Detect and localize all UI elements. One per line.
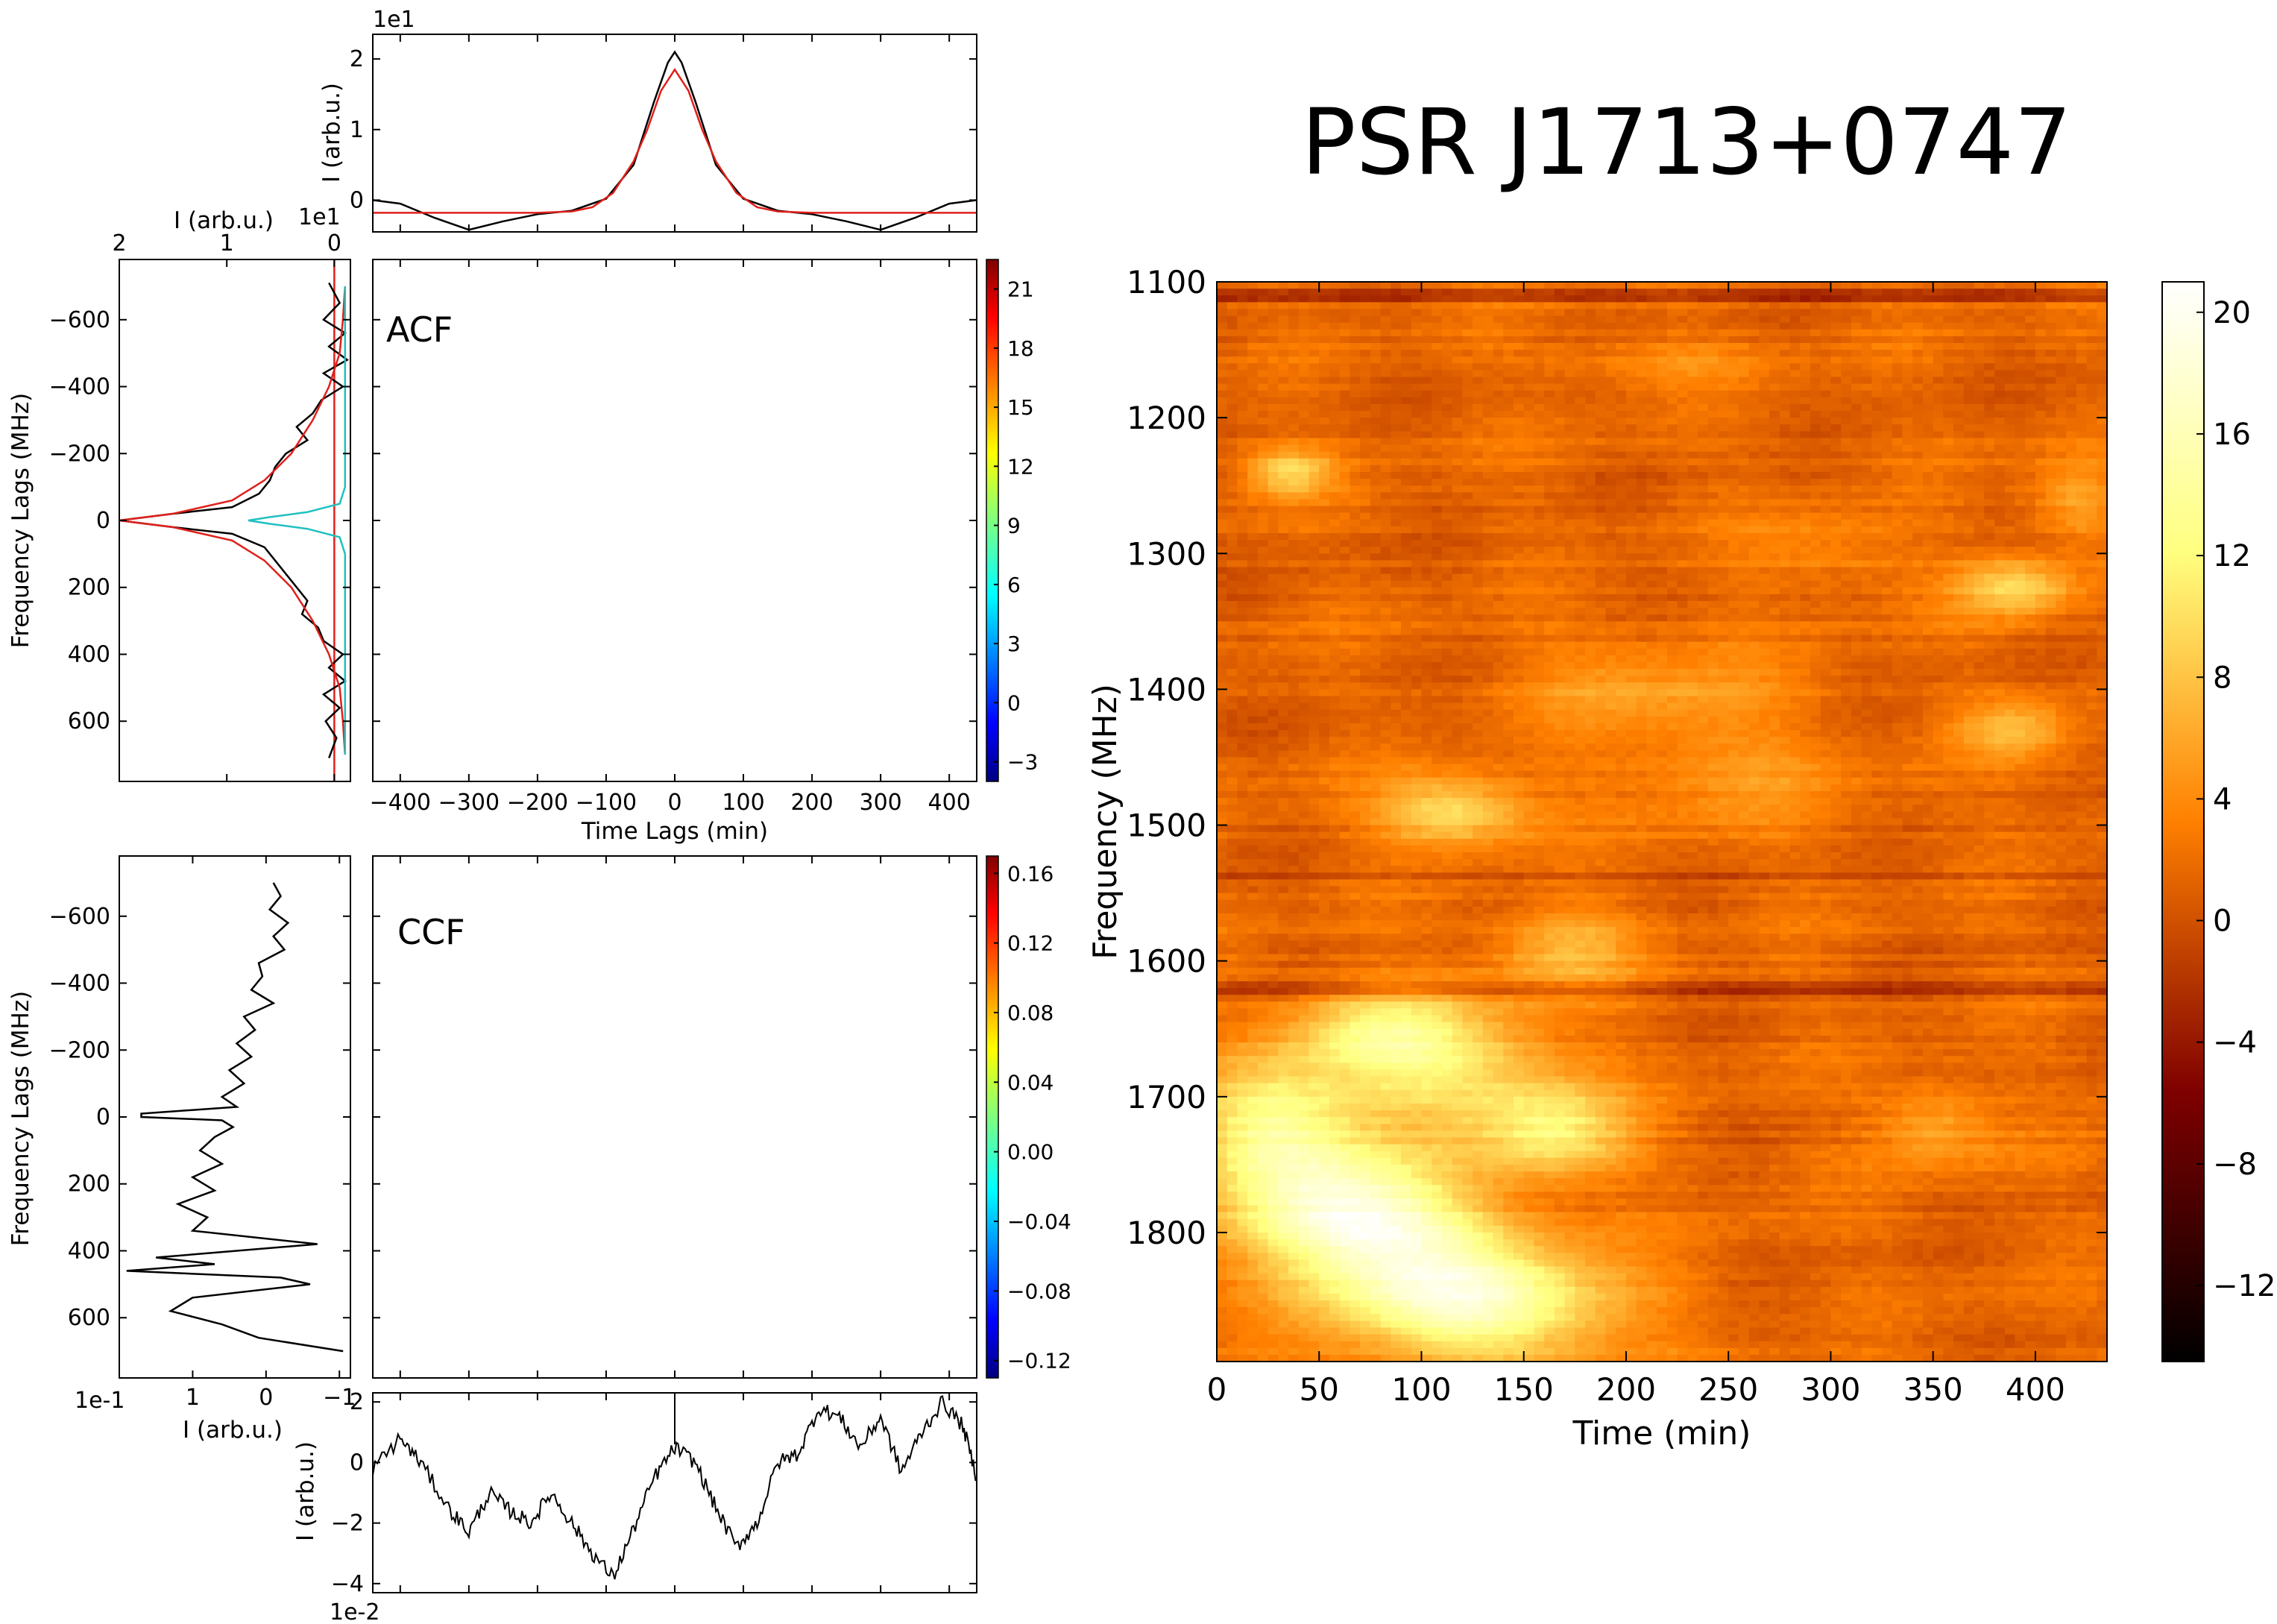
acf-time-profile-panel: 0 1 2 1e1 I (arb.u.) [318, 7, 977, 233]
ccf-frequency-profile-ticks: −600 −400 −200 0 200 400 600 1 0 −1 [49, 856, 356, 1411]
ccf-frequency-profile-line [126, 882, 344, 1353]
ccf-freq-xtick-label: 0 [259, 1385, 273, 1411]
acf-map-xtick-label: 300 [860, 790, 902, 816]
acf-map-xtick-label: −400 [370, 790, 431, 816]
ccf-map-panel: CCF 0.160.120.080.040.00−0.04−0.08−0.12 [372, 855, 1071, 1379]
acf-time-ytick-label: 2 [350, 46, 364, 72]
acf-frequency-profile-panel: −600 −400 −200 0 200 400 600 2 1 0 I (arb.u.) 1e1… [7, 204, 351, 782]
acf-time-ytick-label: 1 [350, 117, 364, 143]
acf-time-series-0 [372, 50, 977, 231]
acf-freq-series-2 [248, 286, 347, 755]
acf-freq-series-1 [119, 286, 347, 755]
acf-colorbar [986, 259, 999, 782]
acf-time-scale-label: 1e1 [373, 7, 415, 33]
acf-map-xtick-label: −100 [576, 790, 637, 816]
acf-freq-ytick-label: 600 [68, 708, 110, 734]
acf-map-xtick-label: −300 [438, 790, 500, 816]
ccf-freq-ytick-label: −200 [49, 1037, 110, 1063]
ccf-freq-ytick-label: −400 [49, 971, 110, 997]
acf-map-ticks: −400 −300 −200 −100 0 100 200 300 400 [370, 259, 977, 816]
acf-frequency-profile-frame [119, 259, 351, 782]
ccf-freq-xtick-label: −1 [323, 1385, 356, 1411]
acf-time-ylabel: I (arb.u.) [318, 83, 345, 183]
ccf-freq-ytick-label: 200 [68, 1171, 110, 1197]
acf-map-xtick-label: 0 [667, 790, 681, 816]
acf-freq-ytick-label: 200 [68, 575, 110, 601]
ccf-freq-ytick-label: 600 [68, 1305, 110, 1331]
acf-map-xtick-label: 100 [722, 790, 764, 816]
acf-freq-xlabel: I (arb.u.) [174, 207, 274, 234]
acf-map-panel: −400 −300 −200 −100 0 100 200 300 400 ACF Time L… [370, 259, 1038, 845]
acf-colorbar-tick-label: 15 [1007, 395, 1034, 420]
acf-colorbar-tick-label: −3 [1007, 750, 1038, 775]
acf-freq-ytick-label: 400 [68, 641, 110, 667]
acf-map-xtick-label: −200 [507, 790, 568, 816]
acf-time-ytick-label: 0 [350, 187, 364, 213]
acf-colorbar-ticks: 21 18 15 12 9 6 3 0 −3 [994, 277, 1038, 775]
acf-freq-scale-label: 1e1 [298, 204, 341, 230]
acf-freq-series-0 [119, 282, 349, 759]
acf-freq-ytick-label: 0 [96, 508, 110, 534]
acf-colorbar-tick-label: 0 [1007, 690, 1021, 715]
acf-freq-ylabel: Frequency Lags (MHz) [7, 393, 34, 648]
acf-freq-ytick-label: −200 [49, 441, 110, 467]
acf-map-xtick-label: 200 [790, 790, 833, 816]
acf-freq-ytick-label: −400 [49, 374, 110, 400]
acf-colorbar-tick-label: 6 [1007, 573, 1021, 597]
ccf-freq-scale-label: 1e-1 [75, 1388, 125, 1414]
ccf-freq-ytick-label: −600 [49, 904, 110, 930]
ccf-freq-ylabel: Frequency Lags (MHz) [7, 991, 34, 1246]
ccf-freq-xlabel: I (arb.u.) [183, 1417, 283, 1444]
acf-time-profile-ticks: 0 1 2 [350, 34, 977, 232]
acf-colorbar-tick-label: 3 [1007, 632, 1021, 656]
figure-title: PSR J1713+0747 [1301, 89, 2072, 195]
acf-frequency-profile-ticks: −600 −400 −200 0 200 400 600 2 1 0 [49, 230, 350, 781]
acf-map-xlabel: Time Lags (min) [581, 818, 768, 845]
acf-time-profile-lines [372, 50, 977, 231]
acf-colorbar-tick-label: 21 [1007, 277, 1034, 302]
acf-freq-xtick-label: 0 [327, 230, 341, 256]
acf-time-series-1 [373, 68, 977, 214]
ccf-freq-ytick-label: 0 [96, 1104, 110, 1130]
acf-map-frame [372, 259, 977, 782]
acf-annotation: ACF [386, 309, 453, 350]
acf-freq-xtick-label: 1 [220, 230, 234, 256]
acf-colorbar-tick-label: 18 [1007, 336, 1034, 361]
acf-colorbar-tick-label: 12 [1007, 454, 1034, 479]
ccf-freq-ytick-label: 400 [68, 1238, 110, 1264]
acf-frequency-profile-lines [119, 259, 349, 781]
ccf-frequency-profile-panel: −600 −400 −200 0 200 400 600 1 0 −1 1e-1 I (arb.u… [7, 855, 356, 1444]
acf-time-profile-frame [372, 34, 977, 233]
acf-map-xtick-label: 400 [928, 790, 971, 816]
ccf-freq-series [126, 882, 344, 1353]
ccf-freq-xtick-label: 1 [186, 1385, 200, 1411]
acf-freq-xtick-label: 2 [112, 230, 126, 256]
acf-colorbar-tick-label: 9 [1007, 514, 1021, 538]
acf-freq-ytick-label: −600 [49, 307, 110, 333]
